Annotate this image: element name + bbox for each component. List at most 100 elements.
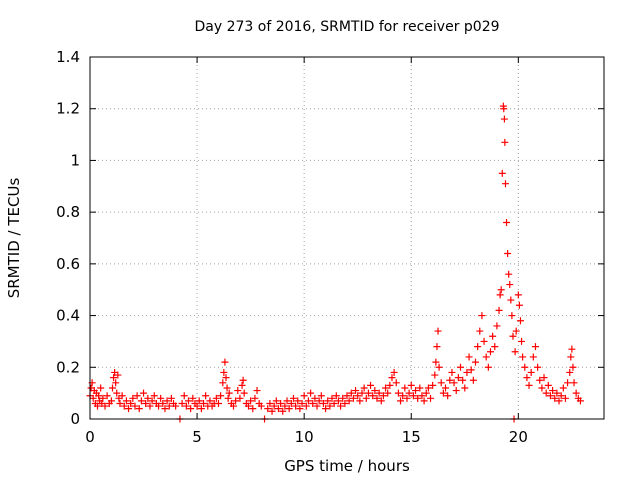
data-point (347, 389, 355, 397)
data-points (86, 102, 584, 423)
data-point (566, 368, 574, 376)
data-point (576, 397, 584, 405)
data-point (515, 301, 523, 309)
data-point (307, 389, 315, 397)
data-point (112, 379, 120, 387)
data-point (439, 389, 447, 397)
data-point (274, 405, 282, 413)
data-point (315, 397, 323, 405)
data-point (268, 407, 276, 415)
data-point (448, 368, 456, 376)
data-point (313, 402, 321, 410)
data-point (457, 363, 465, 371)
data-point (427, 394, 435, 402)
data-point (409, 392, 417, 400)
data-point (182, 402, 190, 410)
data-point (498, 169, 506, 177)
data-point (279, 407, 287, 415)
data-point (99, 394, 107, 402)
data-point (103, 392, 111, 400)
data-point (484, 363, 492, 371)
data-point (536, 376, 544, 384)
data-point (172, 402, 180, 410)
data-point (358, 389, 366, 397)
data-point (319, 399, 327, 407)
data-point (326, 402, 334, 410)
data-point (114, 371, 122, 379)
y-tick-label: 0.6 (56, 255, 80, 273)
data-point (564, 379, 572, 387)
data-point (405, 389, 413, 397)
data-point (180, 392, 188, 400)
data-point (146, 402, 154, 410)
data-point (107, 397, 115, 405)
data-point (159, 399, 167, 407)
data-point (497, 286, 505, 294)
data-point (296, 405, 304, 413)
data-point (551, 394, 559, 402)
y-axis-label: SRMTID / TECUs (5, 178, 23, 299)
data-point (401, 384, 409, 392)
data-point (511, 348, 519, 356)
data-point (137, 397, 145, 405)
data-point (379, 392, 387, 400)
data-point (339, 394, 347, 402)
x-tick-label: 20 (509, 428, 528, 446)
y-tick-label: 1 (70, 151, 80, 169)
data-point (345, 397, 353, 405)
data-point (432, 358, 440, 366)
data-point (572, 389, 580, 397)
axis-ticks: 0 0.2 0.4 0.6 0.8 1 1.2 1.4 0 5 10 15 20 (56, 48, 604, 446)
data-point (133, 392, 141, 400)
data-point (238, 381, 246, 389)
data-point (390, 368, 398, 376)
data-point (392, 379, 400, 387)
data-point (495, 306, 503, 314)
data-point (264, 405, 272, 413)
data-point (217, 392, 225, 400)
data-point (386, 381, 394, 389)
data-point (118, 392, 126, 400)
data-point (362, 394, 370, 402)
data-point (135, 405, 143, 413)
data-point (501, 138, 509, 146)
data-point (482, 353, 490, 361)
data-point (570, 379, 578, 387)
data-point (446, 376, 454, 384)
x-tick-label: 10 (295, 428, 314, 446)
data-point (506, 281, 514, 289)
data-point (200, 399, 208, 407)
data-point (356, 397, 364, 405)
data-point (163, 397, 171, 405)
data-point (239, 376, 247, 384)
data-point (334, 397, 342, 405)
chart-title: Day 273 of 2016, SRMTID for receiver p02… (194, 19, 499, 35)
data-point (553, 389, 561, 397)
data-point (507, 296, 515, 304)
data-point (287, 399, 295, 407)
data-point (461, 384, 469, 392)
data-point (292, 402, 300, 410)
data-point (459, 376, 467, 384)
data-point (116, 399, 124, 407)
data-point (165, 402, 173, 410)
data-point (403, 394, 411, 402)
data-point (322, 405, 330, 413)
data-point (500, 115, 508, 123)
data-point (377, 397, 385, 405)
data-point (518, 337, 526, 345)
data-point (534, 363, 542, 371)
data-point (525, 381, 533, 389)
data-point (202, 392, 210, 400)
data-point (434, 327, 442, 335)
data-point (360, 384, 368, 392)
data-point (131, 402, 139, 410)
data-point (187, 405, 195, 413)
data-point (220, 368, 228, 376)
data-point (298, 399, 306, 407)
data-point (97, 384, 105, 392)
data-point (437, 379, 445, 387)
data-point (101, 402, 109, 410)
data-point (544, 381, 552, 389)
